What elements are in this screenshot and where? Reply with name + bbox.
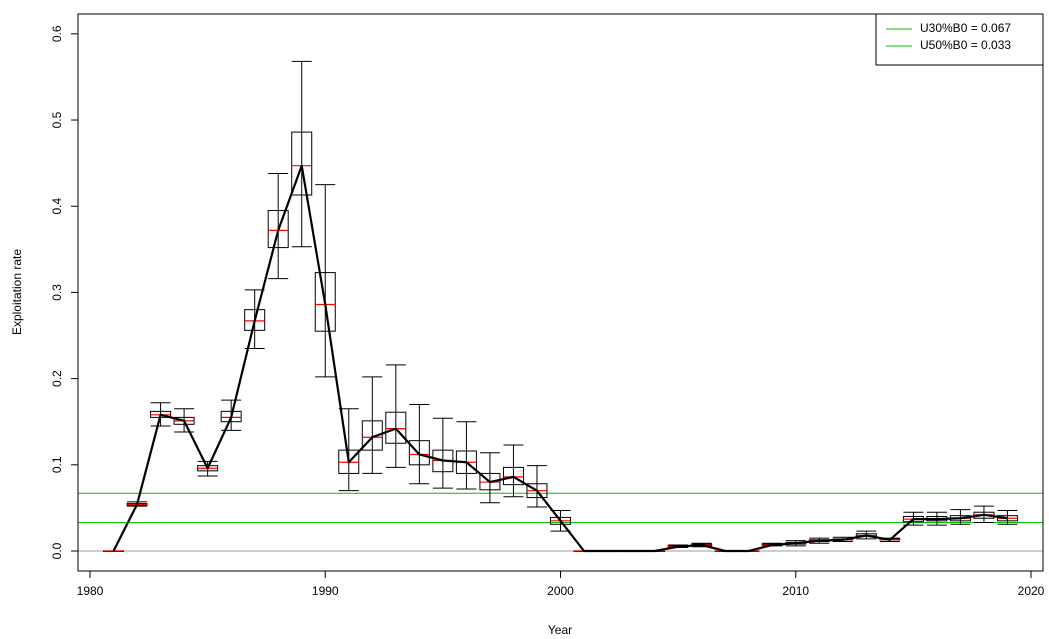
y-tick-label: 0.1 bbox=[50, 456, 64, 473]
box bbox=[267, 172, 289, 280]
y-tick-label: 0.0 bbox=[50, 542, 64, 559]
box bbox=[526, 465, 548, 508]
legend-box bbox=[875, 13, 1044, 66]
x-tick-label: 2000 bbox=[547, 584, 574, 598]
median-line bbox=[112, 164, 1008, 553]
box-body bbox=[291, 131, 313, 196]
box-body bbox=[385, 411, 407, 444]
plot-frame bbox=[77, 13, 1044, 572]
legend-label: U50%B0 = 0.033 bbox=[920, 38, 1011, 52]
box bbox=[103, 550, 125, 553]
box bbox=[432, 417, 454, 489]
box bbox=[338, 408, 360, 492]
box bbox=[408, 403, 430, 485]
x-tick-label: 2020 bbox=[1018, 584, 1045, 598]
box-body bbox=[502, 466, 524, 486]
x-tick-label: 1980 bbox=[77, 584, 104, 598]
box-body bbox=[267, 210, 289, 249]
x-tick-label: 1990 bbox=[312, 584, 339, 598]
box bbox=[455, 421, 477, 490]
y-tick-label: 0.6 bbox=[50, 25, 64, 42]
box-body bbox=[314, 272, 336, 332]
y-tick-label: 0.5 bbox=[50, 111, 64, 128]
box bbox=[479, 452, 501, 504]
box bbox=[385, 364, 407, 468]
x-tick-label: 2010 bbox=[782, 584, 809, 598]
x-axis-title: Year bbox=[548, 623, 572, 637]
box-body bbox=[361, 420, 383, 451]
y-tick-label: 0.4 bbox=[50, 198, 64, 215]
box-body bbox=[220, 410, 242, 423]
y-axis-title: Exploitation rate bbox=[10, 249, 24, 335]
box bbox=[550, 509, 571, 532]
legend-label: U30%B0 = 0.067 bbox=[920, 21, 1011, 35]
box bbox=[291, 60, 313, 248]
box-body bbox=[244, 309, 266, 331]
box bbox=[502, 444, 524, 498]
box-body bbox=[408, 440, 430, 466]
y-tick-label: 0.3 bbox=[50, 284, 64, 301]
box bbox=[361, 376, 383, 474]
y-tick-label: 0.2 bbox=[50, 370, 64, 387]
